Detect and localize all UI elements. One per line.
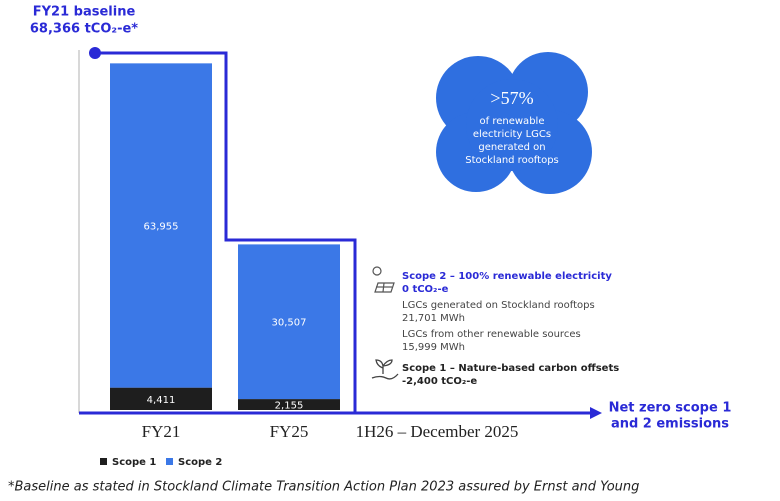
arrow-head	[590, 407, 602, 419]
baseline-dot	[89, 47, 101, 59]
bar-segment	[238, 399, 340, 410]
callout-blob	[436, 52, 592, 194]
legend-label: Scope 1	[112, 457, 156, 468]
legend-swatch	[166, 458, 173, 465]
baseline-label: FY21 baseline	[33, 5, 136, 20]
bar-segment	[110, 387, 212, 410]
legend-swatch	[100, 458, 107, 465]
legend: Scope 1 Scope 2	[100, 457, 222, 468]
scope1-note: -2,400 tCO₂-e	[402, 376, 477, 387]
notes: Scope 2 – 100% renewable electricity 0 tC…	[402, 271, 619, 387]
scope2-note: Scope 2 – 100% renewable electricity	[402, 271, 612, 282]
value-label: 4,411	[147, 395, 176, 406]
callout-text: Stockland rooftops	[465, 155, 559, 166]
baseline-value: 68,366 tCO₂-e*	[30, 22, 138, 37]
callout-text: electricity LGCs	[473, 129, 551, 140]
x-tick-label: FY21	[142, 422, 181, 441]
solar-icon	[372, 266, 395, 293]
legend-label: Scope 2	[178, 457, 222, 468]
callout-text: >57% of renewable electricity LGCs generate…	[465, 88, 559, 166]
goal-label: and 2 emissions	[611, 417, 729, 432]
scope2-note: 15,999 MWh	[402, 342, 465, 353]
x-tick-label: FY25	[270, 422, 309, 441]
scope2-note: LGCs generated on Stockland rooftops	[402, 300, 595, 311]
plant-icon	[371, 359, 399, 380]
value-label: 63,955	[144, 221, 179, 232]
pathway-line	[95, 51, 590, 415]
scope1-note: Scope 1 – Nature-based carbon offsets	[402, 363, 619, 374]
callout-text: generated on	[478, 142, 545, 153]
callout-text: of renewable	[480, 116, 545, 127]
scope2-note: LGCs from other renewable sources	[402, 329, 581, 340]
callout-text: >57%	[490, 88, 533, 108]
bar-segment	[238, 244, 340, 400]
goal-label: Net zero scope 1	[609, 401, 732, 416]
x-tick-label: 1H26 – December 2025	[356, 422, 519, 441]
scope2-note: 21,701 MWh	[402, 313, 465, 324]
scope2-note: 0 tCO₂-e	[402, 284, 449, 295]
footnote: *Baseline as stated in Stockland Climate…	[8, 480, 639, 495]
value-label: 2,155	[275, 401, 304, 412]
bar-segment	[110, 63, 212, 388]
value-label: 30,507	[272, 318, 307, 329]
